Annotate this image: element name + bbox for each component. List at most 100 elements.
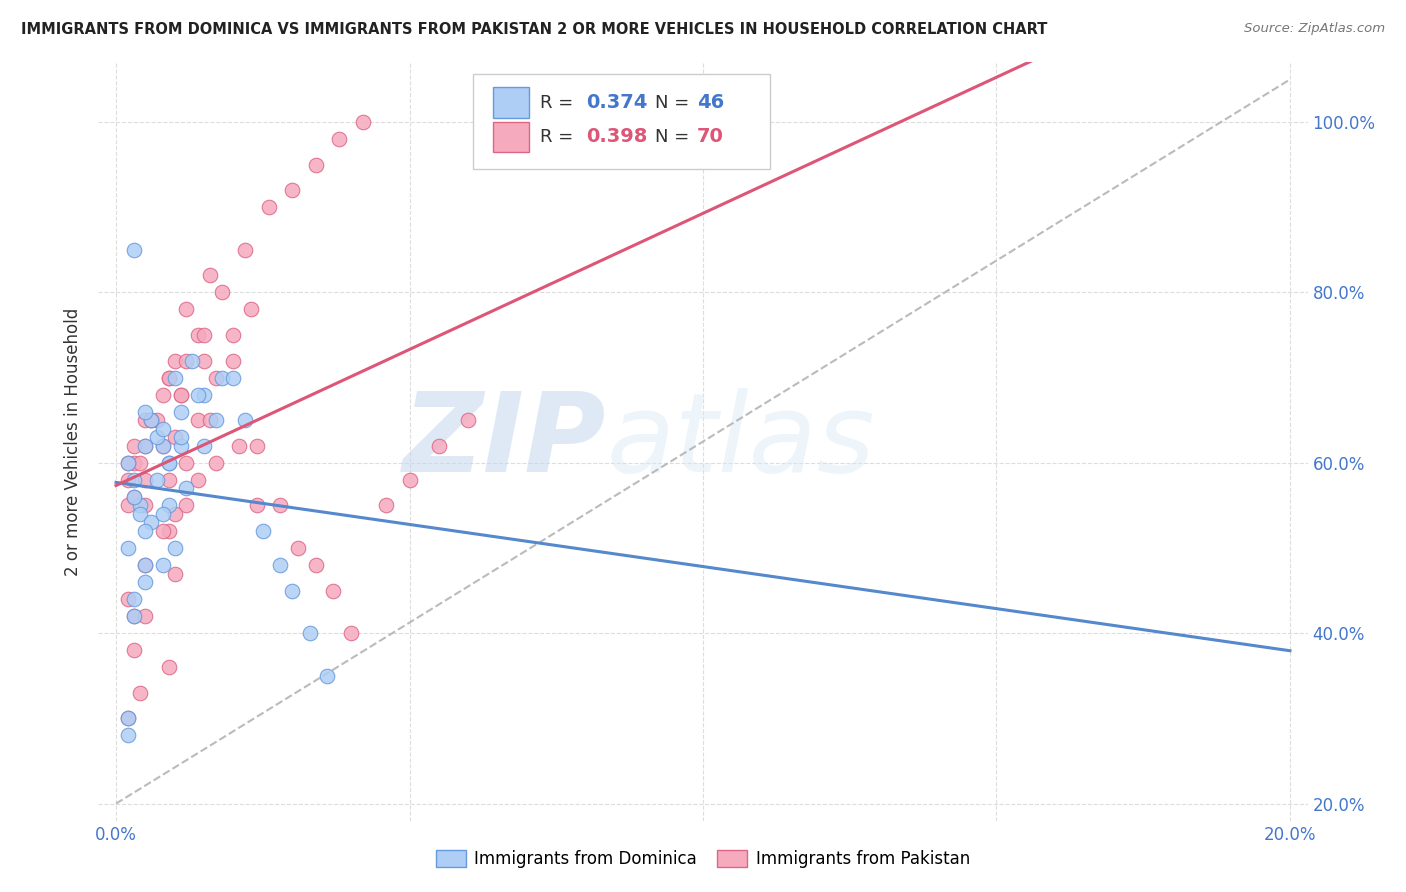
FancyBboxPatch shape	[492, 87, 529, 118]
Point	[169, 439, 191, 453]
Point	[193, 439, 215, 453]
Point	[157, 473, 180, 487]
Point	[246, 499, 269, 513]
Point	[157, 456, 180, 470]
Point	[134, 439, 156, 453]
Point	[134, 575, 156, 590]
Point	[157, 370, 180, 384]
Point	[122, 609, 145, 624]
Point	[198, 268, 221, 283]
Point	[457, 413, 479, 427]
Point	[117, 592, 139, 607]
Point	[211, 370, 233, 384]
FancyBboxPatch shape	[492, 121, 529, 152]
Point	[146, 430, 169, 444]
Point	[340, 626, 363, 640]
Point	[193, 387, 215, 401]
Point	[181, 353, 204, 368]
Point	[128, 686, 150, 700]
Point	[157, 499, 180, 513]
Point	[176, 456, 198, 470]
Point	[269, 558, 291, 572]
Point	[163, 430, 186, 444]
Point	[122, 592, 145, 607]
Text: N =: N =	[655, 94, 695, 112]
Point	[269, 499, 291, 513]
Point	[169, 430, 191, 444]
Point	[246, 439, 269, 453]
Point	[427, 439, 450, 453]
Point	[328, 132, 350, 146]
Point	[163, 353, 186, 368]
Text: 0.374: 0.374	[586, 93, 647, 112]
Point	[233, 413, 256, 427]
Point	[287, 541, 309, 555]
Text: N =: N =	[655, 128, 695, 145]
Point	[204, 413, 226, 427]
Point	[233, 243, 256, 257]
Point	[122, 609, 145, 624]
Point	[222, 353, 245, 368]
Point	[134, 413, 156, 427]
Point	[146, 473, 169, 487]
Point	[157, 660, 180, 674]
Point	[152, 524, 174, 538]
Point	[122, 456, 145, 470]
Point	[117, 711, 139, 725]
Text: IMMIGRANTS FROM DOMINICA VS IMMIGRANTS FROM PAKISTAN 2 OR MORE VEHICLES IN HOUSE: IMMIGRANTS FROM DOMINICA VS IMMIGRANTS F…	[21, 22, 1047, 37]
Point	[128, 507, 150, 521]
Point	[157, 524, 180, 538]
Point	[176, 499, 198, 513]
Point	[281, 183, 304, 197]
Point	[240, 302, 263, 317]
Point	[117, 456, 139, 470]
Text: Source: ZipAtlas.com: Source: ZipAtlas.com	[1244, 22, 1385, 36]
Text: 46: 46	[697, 93, 724, 112]
Point	[176, 353, 198, 368]
Point	[122, 473, 145, 487]
Point	[122, 439, 145, 453]
Point	[146, 413, 169, 427]
Point	[163, 566, 186, 581]
Point	[117, 499, 139, 513]
Point	[141, 413, 163, 427]
Point	[117, 711, 139, 725]
Point	[281, 583, 304, 598]
Text: R =: R =	[540, 94, 579, 112]
Text: 0.398: 0.398	[586, 128, 647, 146]
Text: R =: R =	[540, 128, 579, 145]
Point	[163, 370, 186, 384]
Point	[134, 473, 156, 487]
Point	[117, 541, 139, 555]
Legend: Immigrants from Dominica, Immigrants from Pakistan: Immigrants from Dominica, Immigrants fro…	[429, 843, 977, 875]
Point	[169, 387, 191, 401]
Point	[117, 728, 139, 742]
Point	[134, 558, 156, 572]
Point	[117, 473, 139, 487]
Point	[204, 456, 226, 470]
Point	[187, 473, 209, 487]
Point	[157, 456, 180, 470]
Point	[228, 439, 250, 453]
Point	[257, 200, 280, 214]
Text: atlas: atlas	[606, 388, 875, 495]
Text: ZIP: ZIP	[402, 388, 606, 495]
Y-axis label: 2 or more Vehicles in Household: 2 or more Vehicles in Household	[65, 308, 83, 575]
Point	[322, 583, 344, 598]
Point	[193, 328, 215, 343]
Point	[176, 482, 198, 496]
Point	[134, 558, 156, 572]
Text: 70: 70	[697, 128, 724, 146]
Point	[152, 558, 174, 572]
Point	[198, 413, 221, 427]
Point	[176, 302, 198, 317]
Point	[352, 115, 374, 129]
Point	[152, 422, 174, 436]
FancyBboxPatch shape	[474, 74, 769, 169]
Point	[187, 387, 209, 401]
Point	[141, 413, 163, 427]
Point	[122, 643, 145, 657]
Point	[187, 328, 209, 343]
Point	[152, 439, 174, 453]
Point	[211, 285, 233, 300]
